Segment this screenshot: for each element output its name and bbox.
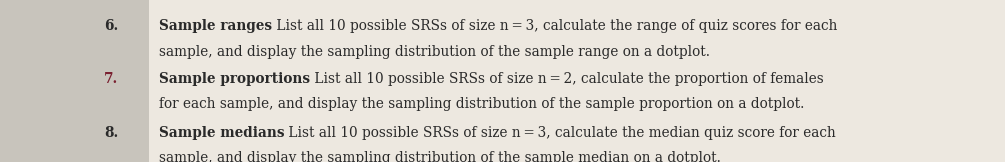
Text: 8.: 8. bbox=[105, 126, 119, 140]
Text: Sample proportions: Sample proportions bbox=[159, 72, 310, 86]
Text: List all 10 possible SRSs of size n = 3, calculate the range of quiz scores for : List all 10 possible SRSs of size n = 3,… bbox=[271, 19, 837, 33]
Text: Sample ranges: Sample ranges bbox=[159, 19, 271, 33]
Text: sample, and display the sampling distribution of the sample median on a dotplot.: sample, and display the sampling distrib… bbox=[159, 151, 721, 162]
Text: for each sample, and display the sampling distribution of the sample proportion : for each sample, and display the samplin… bbox=[159, 97, 804, 111]
Text: Sample medians: Sample medians bbox=[159, 126, 284, 140]
Text: 7.: 7. bbox=[105, 72, 119, 86]
Text: 6.: 6. bbox=[105, 19, 119, 33]
Bar bbox=[149, 0, 1005, 162]
Text: List all 10 possible SRSs of size n = 2, calculate the proportion of females: List all 10 possible SRSs of size n = 2,… bbox=[310, 72, 823, 86]
Text: sample, and display the sampling distribution of the sample range on a dotplot.: sample, and display the sampling distrib… bbox=[159, 45, 710, 58]
Bar bbox=[0, 0, 149, 162]
Text: List all 10 possible SRSs of size n = 3, calculate the median quiz score for eac: List all 10 possible SRSs of size n = 3,… bbox=[284, 126, 836, 140]
